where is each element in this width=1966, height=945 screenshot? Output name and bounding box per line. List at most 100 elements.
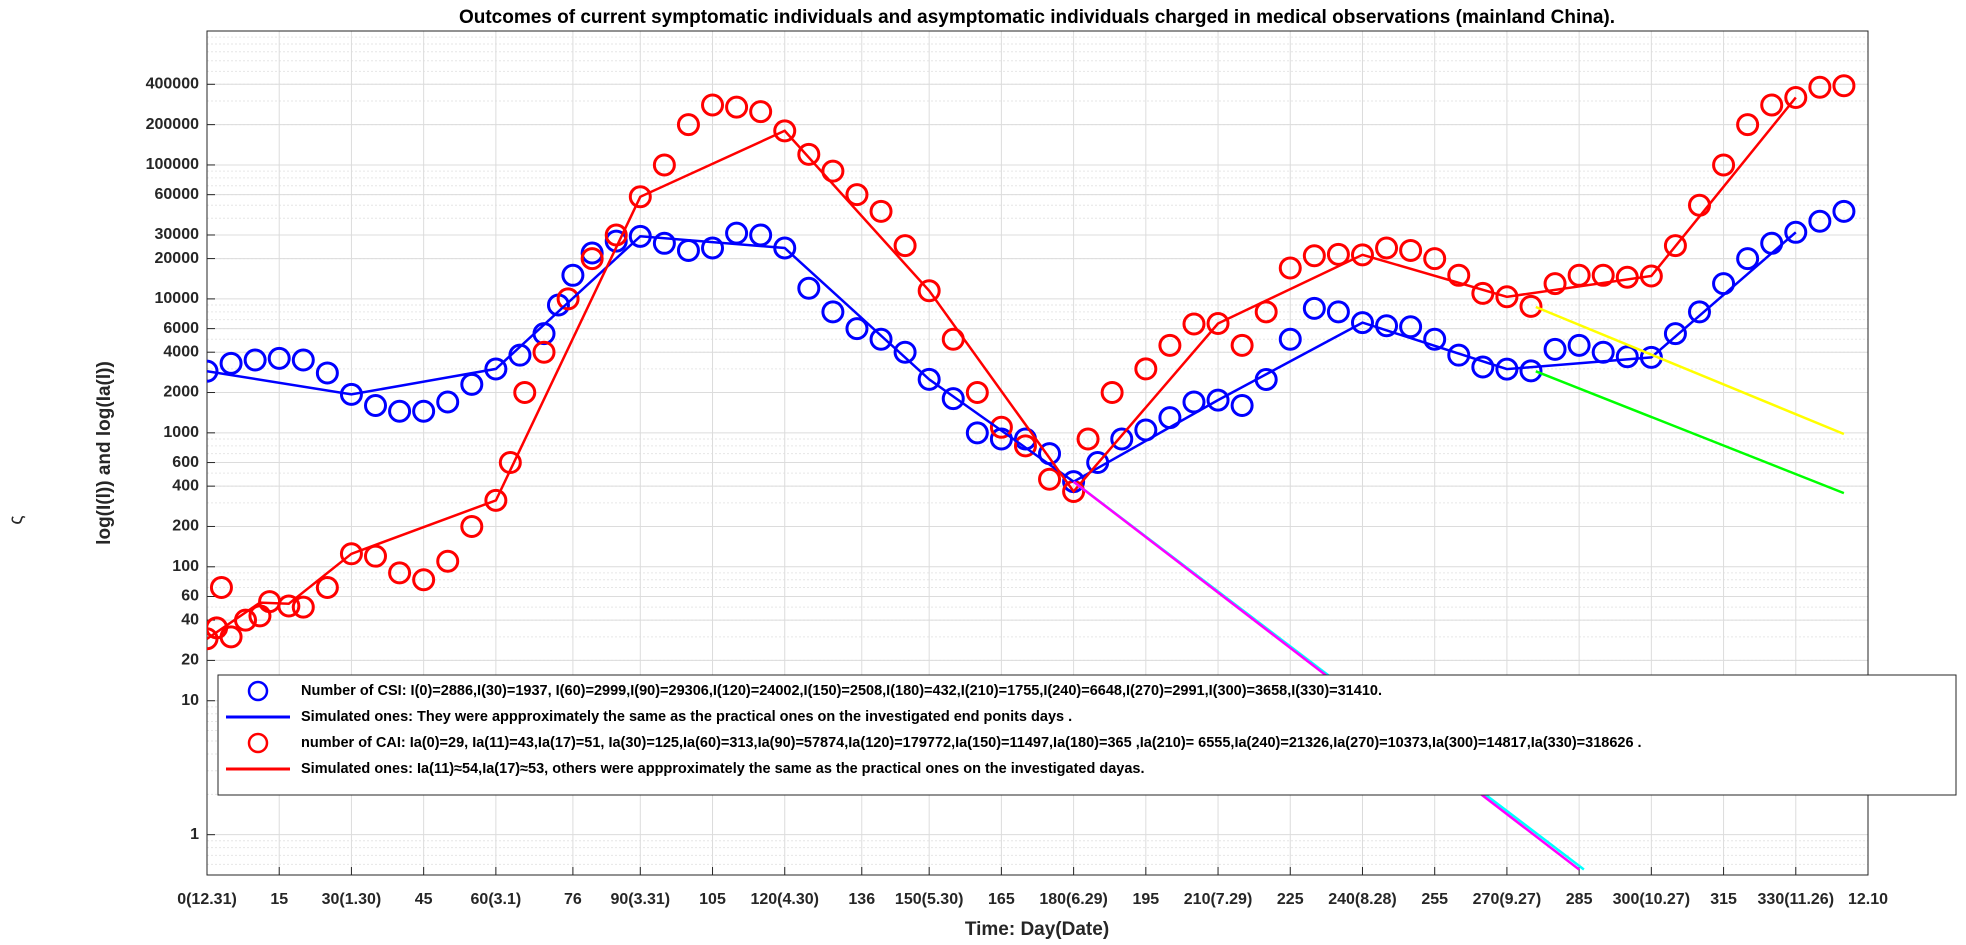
data-point bbox=[1302, 296, 1326, 320]
x-tick-label: 120(4.30) bbox=[750, 891, 819, 908]
data-point bbox=[1230, 393, 1254, 417]
data-point bbox=[821, 159, 845, 183]
y-tick-label: 6000 bbox=[163, 320, 199, 337]
y-tick-label: 40 bbox=[181, 611, 199, 628]
legend-marker bbox=[247, 732, 269, 754]
data-point bbox=[1543, 337, 1567, 361]
plot-frame bbox=[206, 30, 1869, 876]
x-tick-label: 0(12.31) bbox=[177, 891, 237, 908]
data-point bbox=[1399, 238, 1423, 262]
y-tick-label: 30000 bbox=[155, 226, 200, 243]
y-tick-label: 2000 bbox=[163, 384, 199, 401]
data-point bbox=[1519, 294, 1543, 318]
data-point bbox=[207, 359, 219, 383]
data-point bbox=[291, 348, 315, 372]
y-axis-label: log(I(l)) and log(Ia(l)) bbox=[94, 361, 115, 545]
legend-label: Number of CSI: I(0)=2886,I(30)=1937, I(6… bbox=[301, 683, 1382, 699]
y-tick-label: 200000 bbox=[146, 116, 199, 133]
data-point bbox=[1278, 327, 1302, 351]
data-point bbox=[797, 142, 821, 166]
x-tick-label: 285 bbox=[1566, 891, 1593, 908]
x-tick-label: 15 bbox=[270, 891, 288, 908]
x-tick-label: 225 bbox=[1277, 891, 1304, 908]
x-axis-label: Time: Day(Date) bbox=[965, 919, 1109, 940]
data-point bbox=[1182, 312, 1206, 336]
x-tick-label: 12.10 bbox=[1848, 891, 1888, 908]
data-point bbox=[277, 594, 301, 618]
data-point bbox=[965, 381, 989, 405]
data-point bbox=[1495, 285, 1519, 309]
x-tick-label: 270(9.27) bbox=[1473, 891, 1542, 908]
x-tick-label: 105 bbox=[699, 891, 726, 908]
data-point bbox=[243, 348, 267, 372]
y-tick-label: 60000 bbox=[155, 186, 200, 203]
x-tick-label: 136 bbox=[848, 891, 875, 908]
data-point bbox=[652, 153, 676, 177]
x-tick-label: 90(3.31) bbox=[611, 891, 671, 908]
data-point bbox=[941, 387, 965, 411]
data-point bbox=[436, 549, 460, 573]
y-tick-label: 1 bbox=[190, 826, 199, 843]
data-point bbox=[291, 595, 315, 619]
data-point bbox=[1375, 314, 1399, 338]
data-point bbox=[1591, 263, 1615, 287]
data-point bbox=[845, 317, 869, 341]
data-point bbox=[652, 231, 676, 255]
data-point bbox=[1663, 234, 1687, 258]
data-point bbox=[1278, 256, 1302, 280]
data-point bbox=[1100, 381, 1124, 405]
data-point bbox=[628, 185, 652, 209]
data-point bbox=[1615, 345, 1639, 369]
x-tick-label: 30(1.30) bbox=[322, 891, 382, 908]
data-point bbox=[1076, 427, 1100, 451]
data-point bbox=[1423, 327, 1447, 351]
side-annotation: ς bbox=[6, 515, 27, 524]
data-point bbox=[219, 625, 243, 649]
data-point bbox=[869, 199, 893, 223]
y-tick-label: 400 bbox=[172, 477, 199, 494]
data-point bbox=[1326, 300, 1350, 324]
data-point bbox=[484, 488, 508, 512]
y-tick-label: 10 bbox=[181, 692, 199, 709]
data-point bbox=[701, 93, 725, 117]
y-tick-label: 20000 bbox=[155, 250, 200, 267]
data-point bbox=[773, 119, 797, 143]
data-point bbox=[209, 576, 233, 600]
data-point bbox=[580, 247, 604, 271]
data-point bbox=[917, 279, 941, 303]
y-tick-label: 10000 bbox=[155, 290, 200, 307]
data-point bbox=[1784, 220, 1808, 244]
data-point bbox=[1808, 209, 1832, 233]
y-tick-label: 60 bbox=[181, 588, 199, 605]
data-point bbox=[556, 287, 580, 311]
legend-label: Simulated ones: They were appproximately… bbox=[301, 709, 1072, 725]
legend-label: Simulated ones: Ia(11)≈54,Ia(17)≈53, oth… bbox=[301, 761, 1145, 777]
data-point bbox=[388, 561, 412, 585]
x-tick-label: 240(8.28) bbox=[1328, 891, 1397, 908]
data-point bbox=[821, 300, 845, 324]
data-point bbox=[1158, 333, 1182, 357]
data-point bbox=[460, 514, 484, 538]
data-point bbox=[893, 234, 917, 258]
x-tick-label: 180(6.29) bbox=[1039, 891, 1108, 908]
data-point bbox=[893, 340, 917, 364]
data-point bbox=[339, 542, 363, 566]
legend-label: number of CAI: Ia(0)=29, Ia(11)=43,Ia(17… bbox=[301, 735, 1642, 751]
data-point bbox=[1447, 263, 1471, 287]
data-point bbox=[388, 399, 412, 423]
data-point bbox=[869, 327, 893, 351]
data-point bbox=[845, 183, 869, 207]
x-tick-label: 60(3.1) bbox=[471, 891, 522, 908]
data-point bbox=[1808, 75, 1832, 99]
data-point bbox=[1038, 467, 1062, 491]
legend-marker bbox=[247, 680, 269, 702]
series-line bbox=[1535, 370, 1845, 495]
data-point bbox=[219, 351, 243, 375]
data-point bbox=[1712, 153, 1736, 177]
y-tick-label: 1000 bbox=[163, 424, 199, 441]
y-tick-label: 20 bbox=[181, 652, 199, 669]
data-point bbox=[1206, 388, 1230, 412]
y-tick-label: 200 bbox=[172, 518, 199, 535]
data-point bbox=[1760, 93, 1784, 117]
